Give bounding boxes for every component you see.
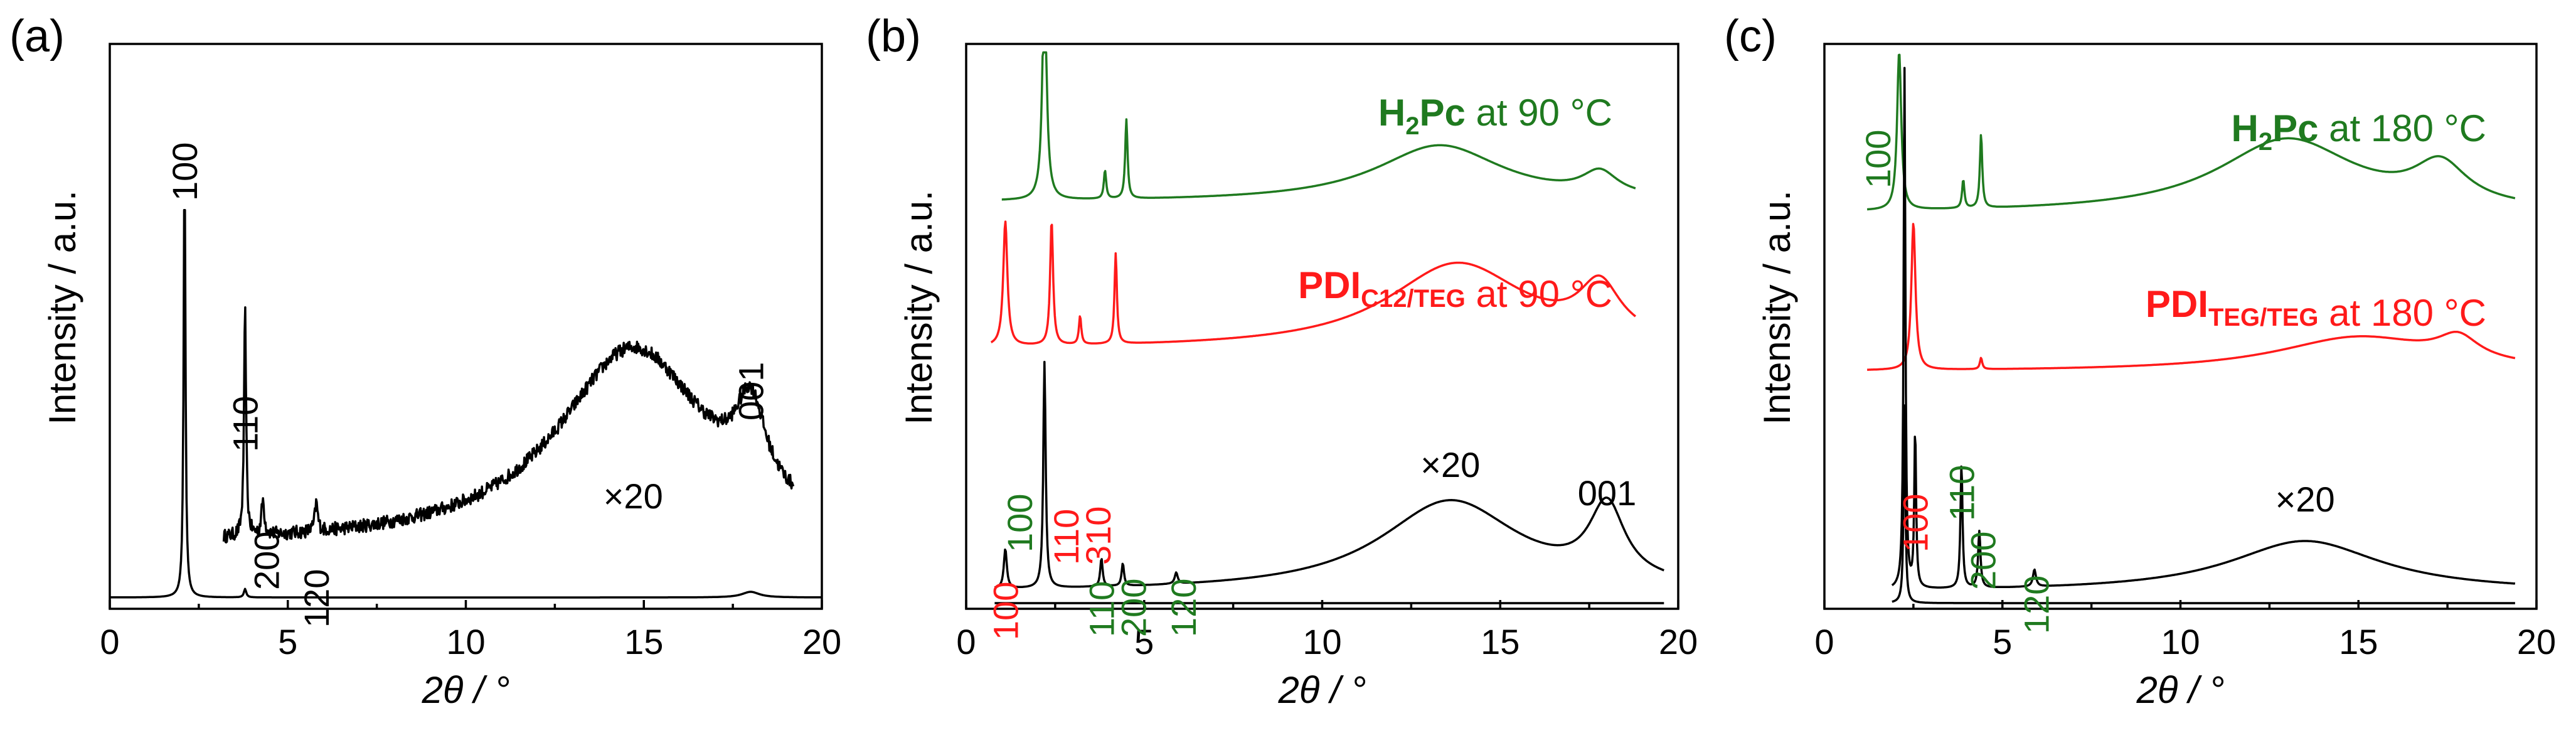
peak-label: 100 — [1896, 494, 1935, 552]
x-tick-label: 15 — [624, 622, 663, 662]
y-axis-label: Intensity / a.u. — [41, 190, 83, 425]
peak-label: 110 — [1082, 581, 1122, 637]
panel-label: (b) — [866, 11, 921, 62]
x-tick-label: 5 — [1993, 622, 2012, 662]
x-tick-label: 5 — [278, 622, 297, 662]
peak-label: 120 — [2017, 576, 2057, 634]
peak-label: 200 — [1964, 532, 2003, 590]
peak-label: ×20 — [604, 476, 663, 516]
series-line-3 — [1892, 404, 2516, 604]
series-line-0 — [1001, 51, 1636, 201]
series-line-0 — [109, 208, 822, 599]
legend-label: H2Pc at 90 °C — [1378, 92, 1612, 140]
x-axis-label: 2θ / ° — [422, 669, 510, 711]
x-tick-label: 15 — [1481, 622, 1520, 662]
series-line-1 — [1866, 223, 2516, 371]
x-tick-label: 20 — [2517, 622, 2556, 662]
series-line-0 — [1866, 53, 2516, 211]
peak-label: 100 — [1000, 494, 1040, 552]
y-axis-label: Intensity / a.u. — [1756, 190, 1798, 425]
peak-label: 200 — [1114, 579, 1154, 637]
peak-label: ×20 — [1420, 445, 1480, 485]
series-line-1 — [990, 220, 1637, 345]
peak-label: 200 — [247, 532, 287, 590]
legend-label: H2Pc at 180 °C — [2232, 107, 2486, 156]
legend-label: PDIC12/TEG at 90 °C — [1298, 264, 1612, 315]
panel-a: 0 5 10 15 20 2θ / ° Intensity / a.u. (a) 100 110 2… — [9, 11, 841, 711]
peak-label: 100 — [165, 142, 205, 201]
panel-label: (a) — [9, 11, 65, 62]
x-tick-label: 10 — [1302, 622, 1341, 662]
series-line-2 — [1891, 67, 2516, 589]
peak-label: 001 — [732, 362, 771, 421]
x-axis-label: 2θ / ° — [2136, 669, 2225, 711]
peak-label: 100 — [1858, 130, 1898, 188]
peak-label: 001 — [1578, 473, 1636, 513]
x-tick-label: 0 — [956, 622, 976, 662]
series-line-2 — [994, 360, 1664, 589]
peak-label: 110 — [1942, 465, 1981, 521]
x-tick-label: 15 — [2339, 622, 2378, 662]
legend-label: PDITEG/TEG at 180 °C — [2146, 283, 2486, 334]
x-tick-label: 10 — [2161, 622, 2200, 662]
plot-frame — [109, 43, 823, 610]
peak-label: 110 — [1046, 509, 1086, 565]
x-tick-label: 20 — [802, 622, 841, 662]
peak-label: 310 — [1078, 506, 1118, 565]
series-line-1 — [222, 306, 795, 544]
panel-label: (c) — [1724, 11, 1777, 62]
x-tick-label: 5 — [1134, 622, 1154, 662]
peak-label: ×20 — [2275, 479, 2335, 519]
x-tick-label: 20 — [1659, 622, 1698, 662]
x-tick-label: 0 — [1814, 622, 1834, 662]
y-axis-label: Intensity / a.u. — [898, 190, 940, 425]
peak-label: 120 — [297, 569, 336, 628]
peak-label: 100 — [986, 582, 1025, 640]
peak-label: 120 — [1164, 579, 1203, 637]
peak-label: 110 — [226, 396, 265, 452]
x-axis-label: 2θ / ° — [1278, 669, 1366, 711]
x-tick-label: 0 — [100, 622, 119, 662]
x-tick-label: 10 — [446, 622, 485, 662]
